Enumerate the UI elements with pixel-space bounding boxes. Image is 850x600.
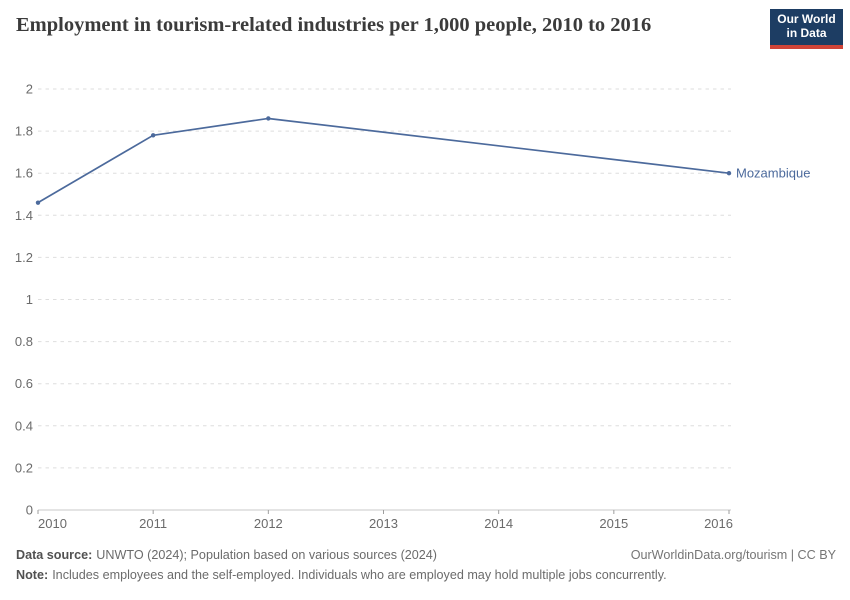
x-tick-label: 2011: [139, 516, 167, 531]
y-tick-label: 1: [26, 292, 33, 307]
data-line: [37, 117, 730, 204]
data-source-label: Data source:: [16, 548, 93, 562]
logo-line2: in Data: [786, 26, 827, 40]
y-tick-label: 2: [26, 82, 33, 97]
page-title: Employment in tourism-related industries…: [16, 14, 652, 36]
x-tick-label: 2014: [484, 516, 513, 531]
y-tick-label: 1.2: [15, 250, 33, 265]
x-tick-label: 2015: [599, 516, 628, 531]
logo-line1: Our World: [777, 12, 836, 27]
y-tick-label: 1.8: [15, 124, 33, 139]
line-chart: 0 0.2 0.4 0.6 0.8 1 1.2 1.4 1.6 1.8 2 2010 2011 2012 2…: [15, 82, 811, 532]
y-tick-label: 0.4: [15, 418, 33, 433]
x-tick-label: 2013: [369, 516, 398, 531]
credit-link[interactable]: OurWorldinData.org/tourism | CC BY: [630, 548, 836, 562]
data-point: [150, 133, 156, 138]
x-tick-label: 2012: [254, 516, 283, 531]
series-label: Mozambique: [736, 166, 810, 181]
data-point: [266, 116, 271, 121]
y-tick-label: 0.2: [15, 460, 33, 475]
x-tick-label: 2010: [38, 516, 67, 531]
y-tick-label: 0: [26, 503, 33, 518]
note-text: Note: Includes employees and the self-emp…: [16, 565, 836, 585]
data-point: [35, 200, 41, 205]
x-tick-label: 2016: [704, 516, 733, 531]
y-tick-label: 0.6: [15, 376, 33, 391]
y-tick-label: 1.6: [15, 166, 33, 181]
note-value: Includes employees and the self-employed…: [52, 568, 667, 583]
owid-logo[interactable]: Our World in Data: [770, 9, 843, 49]
data-source-text: Data source: UNWTO (2024); Population bas…: [16, 545, 437, 565]
y-tick-label: 1.4: [15, 208, 33, 223]
chart-footer: Data source: UNWTO (2024); Population bas…: [16, 545, 836, 585]
data-source-value: UNWTO (2024); Population based on variou…: [96, 548, 437, 562]
y-tick-label: 0.8: [15, 334, 33, 349]
note-label: Note:: [16, 568, 49, 583]
data-point: [726, 171, 732, 176]
